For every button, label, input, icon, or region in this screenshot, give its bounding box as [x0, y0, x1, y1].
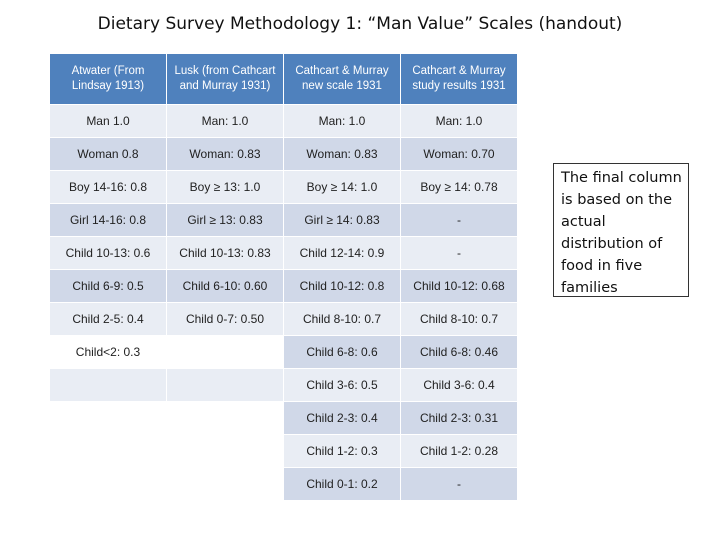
table-cell: Child 2-3: 0.4 [284, 402, 400, 434]
table-cell-empty [167, 402, 283, 434]
table-cell: Boy ≥ 13: 1.0 [167, 171, 283, 203]
table-cell: - [401, 468, 517, 500]
table-cell: Child 10-12: 0.8 [284, 270, 400, 302]
page-title: Dietary Survey Methodology 1: “Man Value… [97, 14, 623, 34]
table-cell: Child 6-10: 0.60 [167, 270, 283, 302]
table-cell: Boy ≥ 14: 1.0 [284, 171, 400, 203]
table-cell: - [401, 237, 517, 269]
table-cell: Child 6-8: 0.46 [401, 336, 517, 368]
table-row: Child 2-5: 0.4 Child 0-7: 0.50 Child 8-1… [50, 303, 517, 335]
header-cathcart-new-scale: Cathcart & Murray new scale 1931 [284, 54, 400, 104]
table-row: Woman 0.8 Woman: 0.83 Woman: 0.83 Woman:… [50, 138, 517, 170]
table-cell: Child 6-9: 0.5 [50, 270, 166, 302]
table-cell: - [401, 204, 517, 236]
table-cell: Girl ≥ 13: 0.83 [167, 204, 283, 236]
table-cell: Boy ≥ 14: 0.78 [401, 171, 517, 203]
final-column-note: The final column is based on the actual … [553, 163, 689, 297]
table-cell: Man: 1.0 [401, 105, 517, 137]
table-cell: Child 10-13: 0.83 [167, 237, 283, 269]
table-cell: Girl 14-16: 0.8 [50, 204, 166, 236]
table-row: Child 10-13: 0.6 Child 10-13: 0.83 Child… [50, 237, 517, 269]
table-cell: Man: 1.0 [284, 105, 400, 137]
table-cell: Girl ≥ 14: 0.83 [284, 204, 400, 236]
table-cell-empty [50, 402, 166, 434]
table-cell: Child 1-2: 0.3 [284, 435, 400, 467]
table-cell: Child 3-6: 0.4 [401, 369, 517, 401]
table-cell: Child<2: 0.3 [50, 336, 166, 368]
table-cell: Woman: 0.70 [401, 138, 517, 170]
table-cell-empty [50, 369, 166, 401]
table-cell-empty [167, 435, 283, 467]
table-cell: Woman 0.8 [50, 138, 166, 170]
table-cell-empty [167, 468, 283, 500]
table-cell-empty [50, 468, 166, 500]
table-cell: Child 12-14: 0.9 [284, 237, 400, 269]
man-value-scales-table: Atwater (From Lindsay 1913) Lusk (from C… [49, 53, 518, 501]
header-cathcart-study-results: Cathcart & Murray study results 1931 [401, 54, 517, 104]
table-cell: Child 0-1: 0.2 [284, 468, 400, 500]
table-cell: Child 1-2: 0.28 [401, 435, 517, 467]
table-cell: Boy 14-16: 0.8 [50, 171, 166, 203]
table-cell: Man: 1.0 [167, 105, 283, 137]
table-cell-empty [167, 369, 283, 401]
table-cell: Man 1.0 [50, 105, 166, 137]
table-cell: Woman: 0.83 [167, 138, 283, 170]
table-header-row: Atwater (From Lindsay 1913) Lusk (from C… [50, 54, 517, 104]
table-row: Child<2: 0.3 Child 6-8: 0.6 Child 6-8: 0… [50, 336, 517, 368]
table-cell: Child 2-3: 0.31 [401, 402, 517, 434]
table-cell-empty [50, 435, 166, 467]
table-cell: Child 6-8: 0.6 [284, 336, 400, 368]
table-row: Child 1-2: 0.3 Child 1-2: 0.28 [50, 435, 517, 467]
table-cell: Child 2-5: 0.4 [50, 303, 166, 335]
table-cell: Child 0-7: 0.50 [167, 303, 283, 335]
table-cell: Child 8-10: 0.7 [284, 303, 400, 335]
header-lusk: Lusk (from Cathcart and Murray 1931) [167, 54, 283, 104]
table-cell: Child 3-6: 0.5 [284, 369, 400, 401]
table-row: Child 0-1: 0.2 - [50, 468, 517, 500]
header-atwater: Atwater (From Lindsay 1913) [50, 54, 166, 104]
table-cell: Child 10-13: 0.6 [50, 237, 166, 269]
table-row: Child 3-6: 0.5 Child 3-6: 0.4 [50, 369, 517, 401]
table-cell: Child 8-10: 0.7 [401, 303, 517, 335]
table-row: Boy 14-16: 0.8 Boy ≥ 13: 1.0 Boy ≥ 14: 1… [50, 171, 517, 203]
table-cell: Child 10-12: 0.68 [401, 270, 517, 302]
table-row: Girl 14-16: 0.8 Girl ≥ 13: 0.83 Girl ≥ 1… [50, 204, 517, 236]
table-row: Child 6-9: 0.5 Child 6-10: 0.60 Child 10… [50, 270, 517, 302]
table-cell-empty [167, 336, 283, 368]
table-row: Child 2-3: 0.4 Child 2-3: 0.31 [50, 402, 517, 434]
table-cell: Woman: 0.83 [284, 138, 400, 170]
table-row: Man 1.0 Man: 1.0 Man: 1.0 Man: 1.0 [50, 105, 517, 137]
